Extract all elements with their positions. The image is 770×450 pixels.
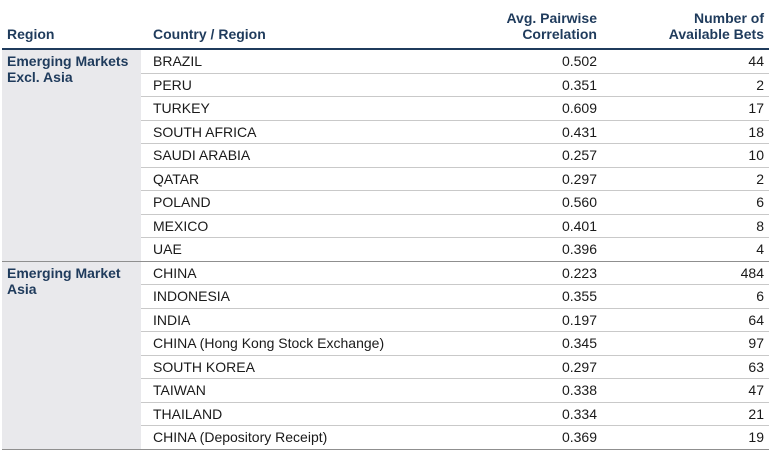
table-row: INDIA 0.197 64 — [2, 308, 769, 332]
correlation-cell: 0.396 — [453, 237, 608, 262]
correlation-cell: 0.609 — [453, 96, 608, 121]
bets-cell: 19 — [608, 425, 769, 450]
correlation-cell: 0.502 — [453, 49, 608, 74]
country-cell: SOUTH KOREA — [141, 355, 453, 379]
country-cell: MEXICO — [141, 214, 453, 238]
country-cell: TURKEY — [141, 96, 453, 121]
correlation-cell: 0.351 — [453, 73, 608, 97]
correlation-cell: 0.355 — [453, 284, 608, 309]
header-bets-line2: Available Bets — [668, 26, 764, 42]
correlation-cell: 0.401 — [453, 214, 608, 238]
correlation-cell: 0.297 — [453, 167, 608, 191]
table-row: MEXICO 0.401 8 — [2, 214, 769, 238]
bets-cell: 10 — [608, 143, 769, 168]
table-row: INDONESIA 0.355 6 — [2, 284, 769, 309]
table-row: CHINA (Depository Receipt) 0.369 19 — [2, 425, 769, 450]
correlation-cell: 0.369 — [453, 425, 608, 450]
table-row: QATAR 0.297 2 — [2, 167, 769, 191]
correlation-cell: 0.345 — [453, 331, 608, 356]
table-body: Emerging Markets Excl. Asia BRAZIL 0.502 … — [2, 49, 769, 450]
bets-cell: 2 — [608, 167, 769, 191]
region-cell-emerging-markets-excl-asia: Emerging Markets Excl. Asia — [2, 49, 141, 262]
bets-cell: 44 — [608, 49, 769, 74]
bets-cell: 8 — [608, 214, 769, 238]
correlation-cell: 0.431 — [453, 120, 608, 144]
header-correlation-line2: Correlation — [522, 26, 597, 42]
country-cell: THAILAND — [141, 402, 453, 426]
table-row: PERU 0.351 2 — [2, 73, 769, 97]
header-region: Region — [2, 0, 141, 50]
country-cell: CHINA (Hong Kong Stock Exchange) — [141, 331, 453, 356]
table-row: TURKEY 0.609 17 — [2, 96, 769, 121]
header-country: Country / Region — [141, 0, 453, 50]
correlation-cell: 0.560 — [453, 190, 608, 215]
bets-cell: 484 — [608, 261, 769, 285]
correlation-cell: 0.297 — [453, 355, 608, 379]
bets-cell: 4 — [608, 237, 769, 262]
bets-cell: 97 — [608, 331, 769, 356]
country-cell: INDONESIA — [141, 284, 453, 309]
header-bets-line1: Number of — [694, 10, 764, 26]
country-cell: INDIA — [141, 308, 453, 332]
bets-cell: 6 — [608, 190, 769, 215]
table-row: SOUTH AFRICA 0.431 18 — [2, 120, 769, 144]
header-correlation-line1: Avg. Pairwise — [506, 10, 597, 26]
table-row: SAUDI ARABIA 0.257 10 — [2, 143, 769, 168]
table-row: CHINA (Hong Kong Stock Exchange) 0.345 9… — [2, 331, 769, 356]
bets-cell: 17 — [608, 96, 769, 121]
country-cell: BRAZIL — [141, 49, 453, 74]
bets-cell: 6 — [608, 284, 769, 309]
bets-cell: 47 — [608, 378, 769, 403]
table-row: SOUTH KOREA 0.297 63 — [2, 355, 769, 379]
header-bets: Number of Available Bets — [608, 0, 769, 50]
table-row: TAIWAN 0.338 47 — [2, 378, 769, 403]
table-row: THAILAND 0.334 21 — [2, 402, 769, 426]
bets-cell: 63 — [608, 355, 769, 379]
correlation-cell: 0.223 — [453, 261, 608, 285]
country-cell: PERU — [141, 73, 453, 97]
bets-cell: 64 — [608, 308, 769, 332]
country-cell: CHINA (Depository Receipt) — [141, 425, 453, 450]
country-cell: SOUTH AFRICA — [141, 120, 453, 144]
table-row: UAE 0.396 4 — [2, 237, 769, 262]
bets-cell: 21 — [608, 402, 769, 426]
table-header: Region Country / Region Avg. Pairwise Cor… — [2, 0, 769, 50]
country-cell: QATAR — [141, 167, 453, 191]
correlation-cell: 0.334 — [453, 402, 608, 426]
country-cell: TAIWAN — [141, 378, 453, 403]
header-correlation: Avg. Pairwise Correlation — [453, 0, 608, 50]
correlation-cell: 0.197 — [453, 308, 608, 332]
region-label-line1: Emerging Market — [7, 264, 121, 281]
country-cell: SAUDI ARABIA — [141, 143, 453, 168]
bets-cell: 2 — [608, 73, 769, 97]
table-row: POLAND 0.560 6 — [2, 190, 769, 215]
region-label-line1: Emerging Markets — [7, 53, 129, 69]
country-cell: POLAND — [141, 190, 453, 215]
region-cell-emerging-market-asia: Emerging Market Asia — [2, 261, 141, 450]
correlation-cell: 0.338 — [453, 378, 608, 403]
header-row: Region Country / Region Avg. Pairwise Cor… — [2, 0, 769, 50]
country-cell: CHINA — [141, 261, 453, 285]
table-row: Emerging Market Asia CHINA 0.223 484 — [2, 261, 769, 450]
bets-cell: 18 — [608, 120, 769, 144]
table-row: Emerging Markets Excl. Asia BRAZIL 0.502 … — [2, 49, 769, 262]
country-cell: UAE — [141, 237, 453, 262]
correlation-cell: 0.257 — [453, 143, 608, 168]
region-label-line2: Asia — [7, 280, 37, 297]
region-label-line2: Excl. Asia — [7, 69, 73, 85]
